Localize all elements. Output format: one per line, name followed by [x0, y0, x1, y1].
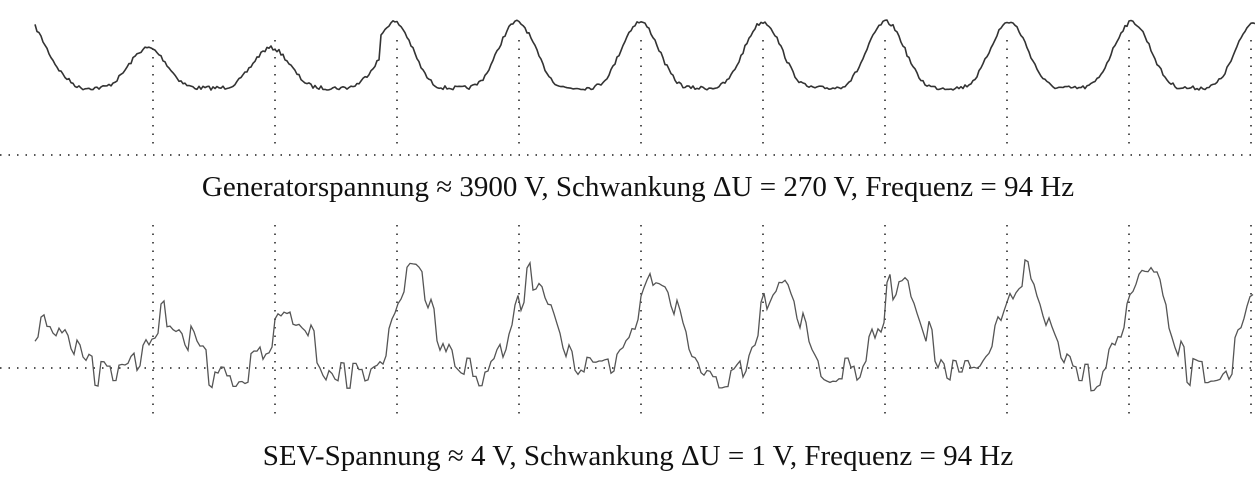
figure: Generatorspannung ≈ 3900 V, Schwankung Δ… [0, 0, 1255, 477]
generator-trace [35, 20, 1255, 90]
caption-top: Generatorspannung ≈ 3900 V, Schwankung Δ… [202, 171, 1074, 203]
page: Generatorspannung ≈ 3900 V, Schwankung Δ… [0, 0, 1255, 477]
caption-bottom: SEV-Spannung ≈ 4 V, Schwankung ΔU = 1 V,… [263, 440, 1014, 472]
scope-grid [0, 40, 1255, 418]
sev-trace [35, 260, 1253, 391]
